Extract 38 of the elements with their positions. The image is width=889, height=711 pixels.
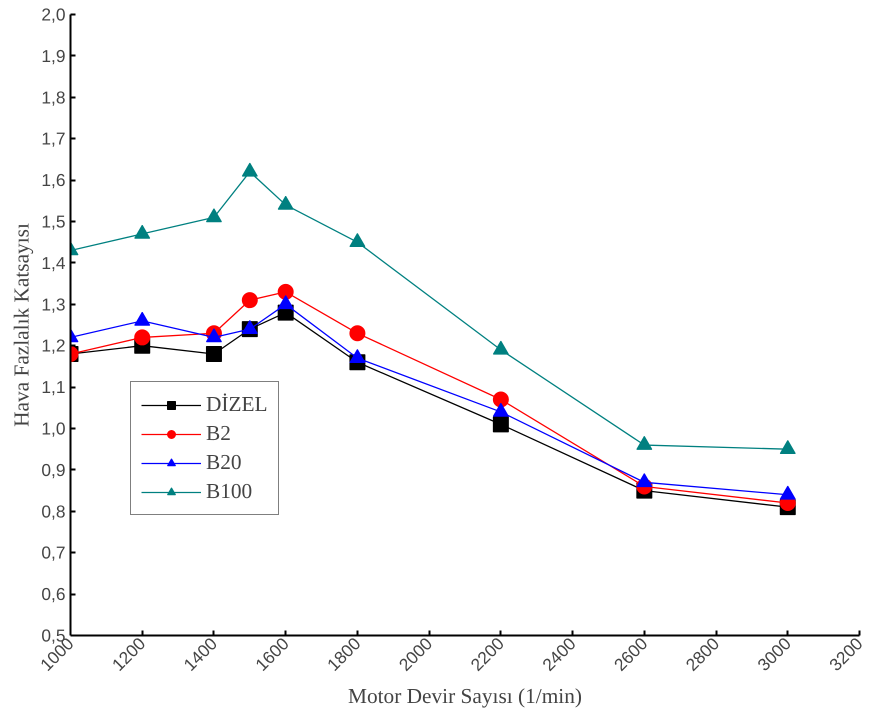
point bbox=[242, 320, 258, 334]
y-tick-label: 2,0 bbox=[41, 4, 66, 24]
point bbox=[134, 329, 150, 346]
y-axis-title: Hava Fazlalık Katsayısı bbox=[9, 223, 34, 427]
point bbox=[349, 325, 366, 342]
point bbox=[278, 295, 294, 310]
legend-label: B20 bbox=[206, 450, 242, 475]
y-tick-label: 1,0 bbox=[41, 418, 66, 438]
legend-label: B100 bbox=[206, 479, 252, 504]
point bbox=[492, 416, 509, 432]
y-tick-label: 1,7 bbox=[41, 128, 66, 149]
y-tick-label: 1,6 bbox=[41, 170, 66, 190]
point bbox=[134, 224, 150, 239]
y-tick-label: 1,3 bbox=[41, 294, 66, 314]
point bbox=[206, 208, 222, 222]
y-tick-label: 0,8 bbox=[41, 501, 66, 522]
x-axis-title: Motor Devir Sayısı (1/min) bbox=[348, 684, 582, 708]
point bbox=[206, 328, 222, 342]
y-tick-label: 0,7 bbox=[41, 542, 66, 563]
point bbox=[492, 340, 509, 355]
y-tick-label: 1,5 bbox=[41, 212, 66, 232]
point bbox=[492, 392, 509, 408]
y-tick-label: 1,4 bbox=[41, 252, 66, 273]
point bbox=[242, 162, 258, 177]
y-tick-label: 1,8 bbox=[41, 87, 66, 108]
point bbox=[242, 292, 258, 308]
y-tick-label: 0,9 bbox=[41, 460, 66, 480]
legend-label: B2 bbox=[206, 421, 231, 446]
point bbox=[278, 196, 294, 210]
point bbox=[349, 233, 366, 248]
point bbox=[278, 284, 294, 300]
y-tick-label: 1,2 bbox=[41, 336, 66, 356]
y-tick-label: 1,9 bbox=[41, 46, 66, 66]
point bbox=[134, 312, 150, 326]
y-tick-label: 1,1 bbox=[41, 377, 66, 398]
point bbox=[206, 346, 222, 362]
y-tick-label: 0,6 bbox=[41, 584, 66, 604]
legend-label: DİZEL bbox=[206, 392, 268, 417]
